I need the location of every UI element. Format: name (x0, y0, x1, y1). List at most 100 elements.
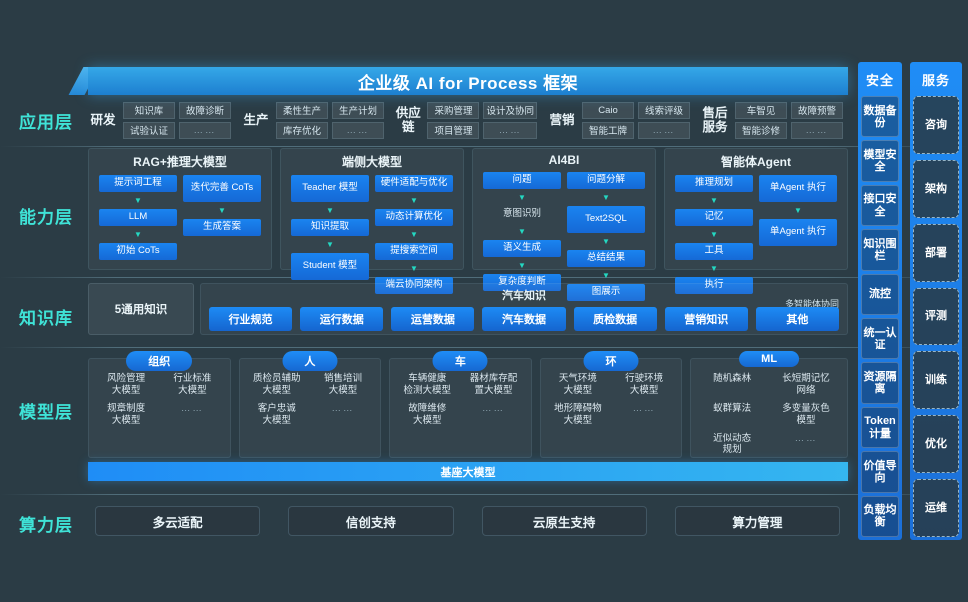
security-item[interactable]: 模型安全 (861, 140, 899, 182)
capability-chip[interactable]: 端云协同架构 (374, 277, 454, 294)
model-item[interactable]: 质检员辅助 大模型 (252, 373, 301, 396)
knowledge-chip[interactable]: 运行数据 (300, 307, 384, 331)
capability-chip[interactable]: 初始 CoTs (98, 243, 178, 260)
model-item[interactable]: 风险管理 大模型 (107, 373, 146, 396)
service-item[interactable]: 部署 (913, 223, 959, 282)
compute-box[interactable]: 云原生支持 (481, 506, 647, 536)
service-item[interactable]: 优化 (913, 415, 959, 474)
security-item[interactable]: 数据备份 (861, 96, 899, 138)
capability-chip[interactable]: LLM (98, 209, 178, 226)
model-item[interactable]: …… (794, 432, 818, 444)
app-cell[interactable]: …… (791, 121, 843, 139)
app-cell[interactable]: 设计及协同 (483, 101, 537, 119)
capability-chip[interactable]: 单Agent 执行 (758, 175, 838, 202)
security-item[interactable]: 统一认证 (861, 318, 899, 360)
model-card-pill[interactable]: ML (739, 351, 800, 367)
app-cell[interactable]: 车智见 (735, 101, 787, 119)
capability-chip[interactable]: Student 模型 (290, 253, 370, 280)
service-item[interactable]: 运维 (913, 479, 959, 538)
model-item[interactable]: 长短期记忆 网络 (782, 373, 830, 396)
capability-chip[interactable]: 意图识别 (502, 208, 541, 220)
app-cell[interactable]: 采购管理 (427, 101, 480, 119)
compute-box[interactable]: 多云适配 (95, 506, 261, 536)
model-item[interactable]: …… (331, 402, 355, 414)
knowledge-chip[interactable]: 质检数据 (573, 307, 657, 331)
knowledge-chip[interactable]: 营销知识 (664, 307, 748, 331)
capability-chip[interactable]: 单Agent 执行 (758, 219, 838, 246)
security-item[interactable]: 资源隔离 (861, 362, 899, 404)
app-cell[interactable]: …… (332, 121, 384, 139)
service-item[interactable]: 评测 (913, 287, 959, 346)
capability-chip[interactable]: Text2SQL (566, 206, 646, 233)
security-item[interactable]: 知识围栏 (861, 229, 899, 271)
model-card-pill[interactable]: 车 (432, 351, 488, 371)
model-item[interactable]: 客户忠诚 大模型 (257, 402, 296, 426)
capability-chip[interactable]: 图展示 (566, 284, 646, 301)
capability-chip[interactable]: 提搜索空间 (374, 243, 454, 260)
model-item[interactable]: 故障维修 大模型 (408, 402, 447, 426)
app-cell[interactable]: 故障预警 (791, 101, 843, 119)
app-cell[interactable]: …… (483, 121, 537, 139)
model-item[interactable]: 天气环境 大模型 (558, 373, 597, 396)
app-cell[interactable]: 智能诊修 (735, 121, 787, 139)
app-cell[interactable]: …… (179, 121, 231, 139)
model-item[interactable]: 销售培训 大模型 (323, 373, 362, 396)
capability-chip[interactable]: 问题分解 (566, 172, 646, 189)
capability-chip[interactable]: 总结结果 (566, 250, 646, 267)
app-cell[interactable]: …… (638, 121, 690, 139)
capability-chip[interactable]: 知识提取 (290, 219, 370, 236)
model-item[interactable]: 车辆健康 检测大模型 (403, 373, 452, 396)
capability-chip[interactable]: 问题 (482, 172, 562, 189)
app-cell[interactable]: 故障诊断 (179, 101, 231, 119)
security-item[interactable]: 负载均衡 (861, 495, 899, 538)
app-cell[interactable]: 线索评级 (638, 101, 690, 119)
app-cell[interactable]: 智能工牌 (582, 121, 634, 139)
security-item[interactable]: Token计量 (861, 406, 899, 449)
security-item[interactable]: 流控 (861, 273, 899, 316)
model-item[interactable]: 蚁群算法 (713, 402, 752, 414)
compute-box[interactable]: 信创支持 (288, 506, 454, 536)
capability-chip[interactable]: 硬件适配与优化 (374, 175, 454, 192)
app-cell[interactable]: 试验认证 (123, 121, 175, 139)
model-item[interactable]: 行业标准 大模型 (173, 373, 212, 396)
capability-chip[interactable]: 记忆 (674, 209, 754, 226)
model-item[interactable]: 行驶环境 大模型 (625, 373, 664, 396)
knowledge-chip[interactable]: 其他 (755, 307, 839, 331)
capability-chip[interactable]: 生成答案 (182, 219, 262, 236)
model-item[interactable]: 随机森林 (713, 373, 752, 384)
model-item[interactable]: 多变量灰色 模型 (782, 402, 830, 426)
capability-chip[interactable]: 动态计算优化 (374, 209, 454, 226)
capability-chip[interactable]: 语义生成 (482, 240, 562, 257)
capability-chip[interactable]: Teacher 模型 (290, 175, 370, 202)
model-item[interactable]: …… (632, 402, 656, 414)
model-item[interactable]: 器材库存配 置大模型 (469, 373, 518, 396)
knowledge-chip[interactable]: 行业规范 (209, 307, 293, 331)
service-item[interactable]: 训练 (913, 351, 959, 410)
app-cell[interactable]: Caio (582, 101, 634, 119)
knowledge-chip[interactable]: 运营数据 (391, 307, 475, 331)
service-item[interactable]: 咨询 (913, 96, 959, 154)
app-cell[interactable]: 项目管理 (427, 121, 480, 139)
compute-box[interactable]: 算力管理 (674, 506, 840, 536)
app-cell[interactable]: 生产计划 (332, 101, 384, 119)
capability-chip[interactable]: 推理规划 (674, 175, 754, 192)
model-card-pill[interactable]: 环 (583, 351, 639, 371)
model-item[interactable]: …… (482, 402, 506, 414)
security-item[interactable]: 接口安全 (861, 184, 899, 227)
model-item[interactable]: 地形障碍物 大模型 (554, 402, 602, 426)
knowledge-chip[interactable]: 汽车数据 (482, 307, 566, 331)
security-item[interactable]: 价值导向 (861, 451, 899, 493)
capability-chip[interactable]: 工具 (674, 243, 754, 260)
capability-chip[interactable]: 提示词工程 (98, 175, 178, 192)
app-cell[interactable]: 知识库 (123, 101, 175, 119)
model-item[interactable]: 近似动态 规划 (713, 432, 752, 456)
model-card-pill[interactable]: 人 (282, 351, 338, 371)
app-cell[interactable]: 库存优化 (276, 121, 328, 139)
capability-chip[interactable]: 迭代完善 CoTs (182, 175, 262, 202)
capability-chip[interactable]: 复杂度判断 (482, 274, 562, 291)
service-item[interactable]: 架构 (913, 159, 959, 218)
app-cell[interactable]: 柔性生产 (276, 101, 328, 119)
model-item[interactable]: …… (180, 402, 204, 414)
model-item[interactable]: 规章制度 大模型 (107, 402, 146, 426)
capability-chip[interactable]: 执行 (674, 277, 754, 294)
